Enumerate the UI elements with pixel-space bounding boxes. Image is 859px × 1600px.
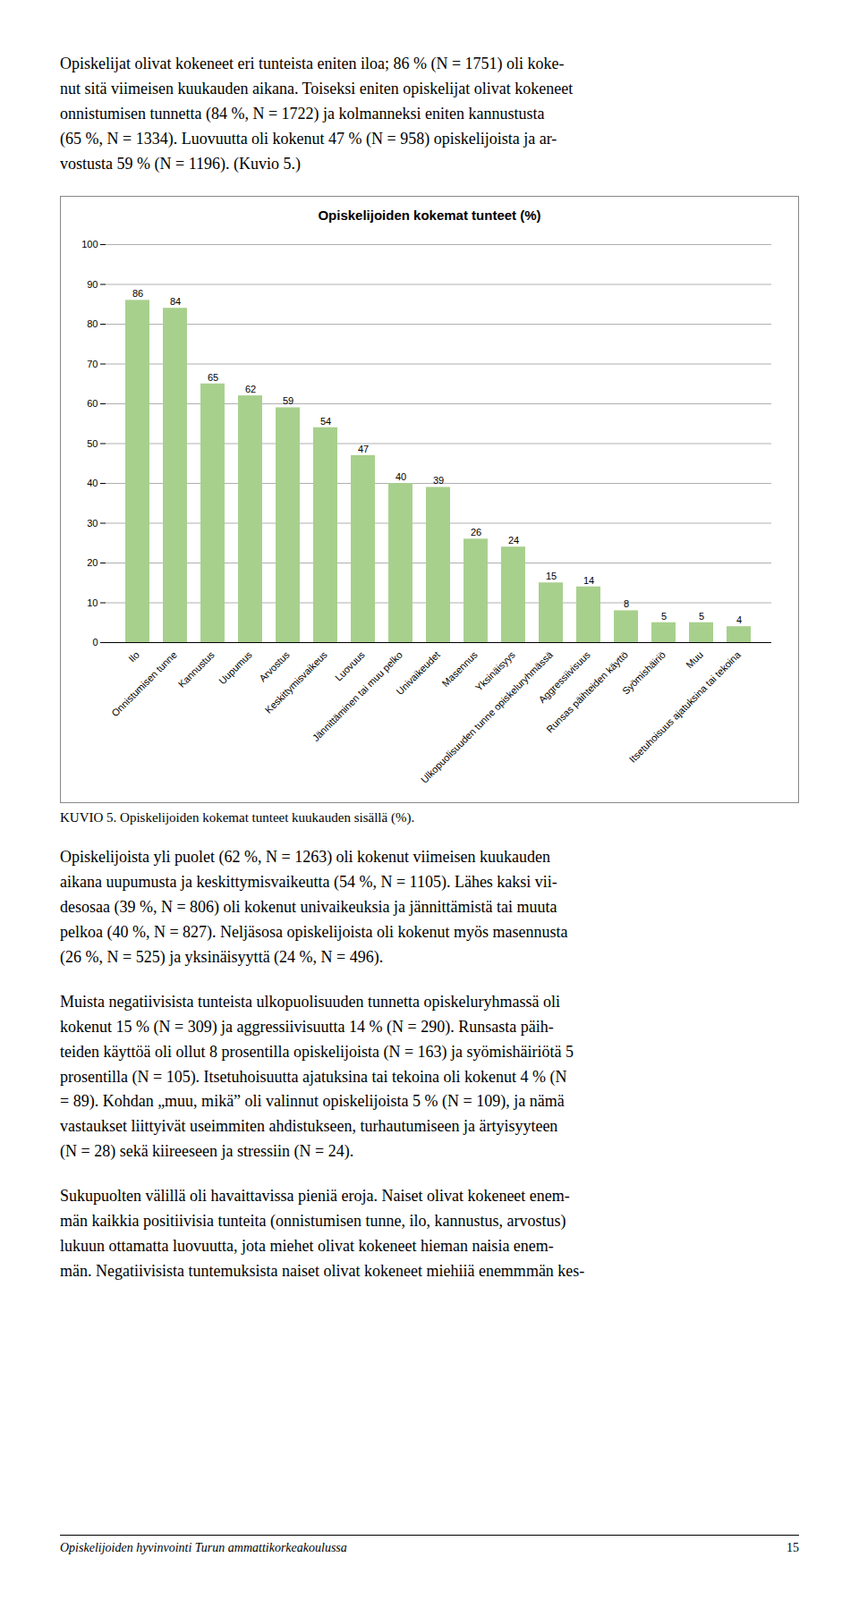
svg-text:10: 10 <box>86 597 98 609</box>
svg-text:90: 90 <box>86 279 98 290</box>
svg-text:60: 60 <box>86 398 98 409</box>
svg-text:40: 40 <box>86 477 98 489</box>
svg-text:62: 62 <box>245 384 256 396</box>
svg-text:Masennus: Masennus <box>440 649 481 690</box>
svg-text:Luovuus: Luovuus <box>332 649 367 684</box>
svg-text:54: 54 <box>320 416 332 427</box>
svg-text:Runsas päihteiden käyttö: Runsas päihteiden käyttö <box>544 649 630 736</box>
svg-text:Ulkopuolisuuden tunne opiskelu: Ulkopuolisuuden tunne opiskeluryhmässä <box>418 649 556 787</box>
svg-text:30: 30 <box>86 518 98 529</box>
svg-text:50: 50 <box>86 438 98 450</box>
svg-text:20: 20 <box>86 557 98 569</box>
svg-text:Aggressiivisuus: Aggressiivisuus <box>536 649 593 706</box>
svg-text:Onnistumisen tunne: Onnistumisen tunne <box>109 649 179 720</box>
svg-text:5: 5 <box>698 611 705 622</box>
svg-text:Jännittäminen tai muu pelko: Jännittäminen tai muu pelko <box>310 649 405 744</box>
svg-text:84: 84 <box>170 297 181 308</box>
svg-text:59: 59 <box>282 396 294 408</box>
svg-text:Itsetuhoisuus ajatuksina tai t: Itsetuhoisuus ajatuksina tai tekoina <box>627 649 744 766</box>
svg-text:Uupumus: Uupumus <box>216 649 255 688</box>
svg-text:86: 86 <box>132 289 144 300</box>
html-text:Muista negatiivisista tunteist: Muista negatiivisista tunteista ulkopuol… <box>59 993 574 1161</box>
svg-text:24: 24 <box>508 535 519 547</box>
svg-text:40: 40 <box>395 471 407 483</box>
svg-text:70: 70 <box>86 358 98 370</box>
svg-text:15: 15 <box>545 571 557 583</box>
svg-text:Kannustus: Kannustus <box>176 649 218 691</box>
svg-text:Yksinäisyys: Yksinäisyys <box>473 649 518 694</box>
html-text:Sukupuolten välillä oli havait: Sukupuolten välillä oli havaittavissa pi… <box>59 1187 585 1281</box>
svg-text:14: 14 <box>583 575 595 587</box>
svg-text:Univaikeudet: Univaikeudet <box>393 649 442 698</box>
html-text:Opiskelijoiden kokemat tunteet: Opiskelijoiden kokemat tunteet (%) <box>318 208 541 224</box>
svg-text:4: 4 <box>736 615 742 627</box>
svg-text:65: 65 <box>207 372 219 383</box>
html-text:Opiskelijoista yli puolet (62: Opiskelijoista yli puolet (62 %, N = 126… <box>59 848 568 967</box>
html-text:Opiskelijat olivat kokeneet er: Opiskelijat olivat kokeneet eri tunteist… <box>59 54 573 173</box>
svg-text:Arvostus: Arvostus <box>256 649 292 685</box>
html-text:KUVIO 5. Opiskelijoiden kokema: KUVIO 5. Opiskelijoiden kokemat tunteet … <box>59 811 415 826</box>
html-text:15: 15 <box>786 1541 800 1556</box>
svg-text:8: 8 <box>623 599 630 611</box>
svg-text:Syömishäiriö: Syömishäiriö <box>620 649 668 698</box>
svg-text:26: 26 <box>470 527 482 539</box>
svg-text:47: 47 <box>357 443 369 455</box>
svg-text:39: 39 <box>433 476 444 487</box>
svg-text:80: 80 <box>86 318 98 330</box>
svg-text:5: 5 <box>661 611 667 622</box>
svg-text:Muu: Muu <box>683 649 706 672</box>
svg-text:0: 0 <box>92 637 98 648</box>
svg-text:Ilo: Ilo <box>126 649 142 665</box>
html-text:Opiskelijoiden hyvinvointi Tur: Opiskelijoiden hyvinvointi Turun ammatti… <box>59 1541 348 1556</box>
svg-text:Keskittymisvaikeus: Keskittymisvaikeus <box>263 649 331 717</box>
svg-text:100: 100 <box>81 238 98 250</box>
